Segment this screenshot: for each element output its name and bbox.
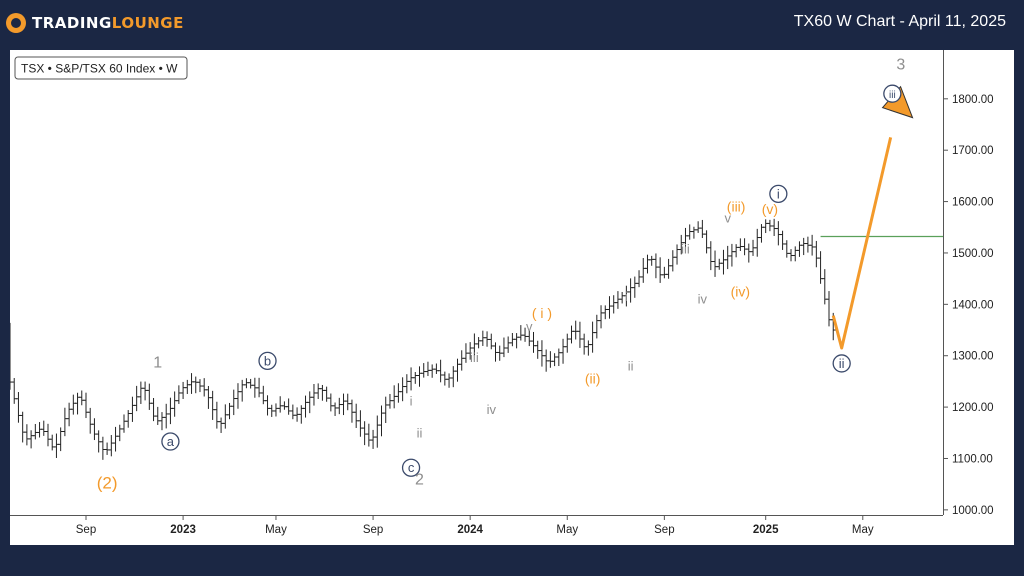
svg-text:(ii): (ii): [585, 371, 601, 387]
svg-text:ii: ii: [628, 359, 634, 374]
wave-label: (v): [762, 201, 778, 217]
logo-icon: [6, 13, 26, 33]
projection-path: [831, 137, 893, 350]
price-tick-label: 1000.00: [952, 505, 994, 517]
svg-text:iii: iii: [681, 241, 690, 256]
symbol-legend: TSX • S&P/TSX 60 Index • W: [14, 56, 188, 80]
time-tick-label: Sep: [76, 524, 96, 536]
price-tick-label: 1100.00: [952, 453, 993, 465]
price-bars: [7, 218, 836, 460]
wave-label: i: [769, 184, 788, 204]
price-tick-label: 1700.00: [952, 145, 994, 157]
wave-label: 3: [896, 56, 905, 73]
price-tick-label: 1300.00: [952, 351, 994, 363]
wave-label: ii: [417, 425, 423, 440]
time-tick-label: 2025: [753, 524, 779, 536]
wave-label: ( i ): [532, 305, 552, 321]
wave-label: i: [410, 393, 413, 408]
wave-label: iii: [681, 241, 690, 256]
wave-label: v: [526, 319, 533, 334]
wave-label: (iv): [731, 283, 750, 299]
price-axis[interactable]: 1000.00 1100.00 1200.00 1300.00 1400.00 1500.…: [943, 94, 994, 517]
svg-text:(iii): (iii): [727, 199, 746, 215]
wave-label: i: [625, 289, 628, 304]
svg-text:ii: ii: [417, 425, 423, 440]
price-tick-label: 1800.00: [952, 94, 994, 106]
plot-area[interactable]: [10, 50, 943, 515]
svg-text:c: c: [408, 460, 415, 475]
chart-panel[interactable]: (2) 1 a b c 2 i ii iii iv v( i ) (ii) i ii iii iv v (iii)…: [7, 50, 1014, 545]
bottom-bar: [0, 545, 1024, 576]
price-tick-label: 1200.00: [952, 402, 994, 414]
time-tick-label: 2023: [170, 524, 196, 536]
wave-label: v: [724, 211, 731, 226]
wave-label: iv: [487, 402, 497, 417]
svg-text:(iv): (iv): [731, 283, 750, 299]
wave-label: ii: [832, 354, 851, 373]
wave-label: a: [161, 432, 180, 451]
svg-text:v: v: [526, 319, 533, 334]
wave-label: 1: [153, 354, 162, 371]
symbol-label: TSX • S&P/TSX 60 Index • W: [21, 62, 178, 76]
wave-label: iii: [470, 350, 479, 365]
svg-text:v: v: [724, 211, 731, 226]
svg-text:iv: iv: [698, 292, 708, 307]
time-tick-label: May: [852, 524, 874, 536]
wave-label: ii: [628, 359, 634, 374]
svg-text:3: 3: [896, 56, 905, 73]
svg-text:(v): (v): [762, 201, 778, 217]
wave-label: (2): [97, 474, 118, 493]
svg-text:ii: ii: [839, 356, 845, 371]
price-tick-label: 1500.00: [952, 248, 994, 260]
wave-label: c: [401, 458, 421, 477]
svg-text:( i ): ( i ): [532, 305, 552, 321]
symbol-legend-box: [14, 56, 188, 80]
svg-text:1: 1: [153, 354, 162, 371]
svg-text:i: i: [777, 186, 780, 201]
time-tick-label: Sep: [654, 524, 674, 536]
logo-text-trading: TRADING: [32, 14, 112, 32]
logo-text-lounge: LOUNGE: [111, 14, 184, 32]
svg-text:(2): (2): [97, 474, 118, 493]
svg-text:iv: iv: [487, 402, 497, 417]
wave-label: 2: [415, 472, 424, 489]
header-bar: TRADINGLOUNGE TX60 W Chart - April 11, 2…: [0, 0, 1024, 48]
svg-text:iii: iii: [470, 350, 479, 365]
price-tick-label: 1400.00: [952, 299, 994, 311]
svg-text:a: a: [167, 434, 175, 449]
time-tick-label: 2024: [457, 524, 483, 536]
svg-text:b: b: [264, 353, 271, 368]
time-tick-label: May: [265, 524, 287, 536]
svg-text:i: i: [625, 289, 628, 304]
time-tick-label: May: [556, 524, 578, 536]
tradinglounge-logo: TRADINGLOUNGE: [6, 10, 184, 36]
chart-title: TX60 W Chart - April 11, 2025: [793, 13, 1006, 30]
wave-label: (iii): [727, 199, 746, 215]
wave-label: b: [258, 351, 277, 371]
time-axis[interactable]: Sep 2023 May Sep 2024 May Sep 2025 May: [76, 515, 874, 536]
wave-label: (ii): [585, 371, 601, 387]
svg-text:2: 2: [415, 472, 424, 489]
wave-label: iv: [698, 292, 708, 307]
svg-text:i: i: [410, 393, 413, 408]
svg-text:iii: iii: [889, 90, 896, 101]
price-tick-label: 1600.00: [952, 197, 994, 209]
time-tick-label: Sep: [363, 524, 383, 536]
wave-label: iii: [883, 84, 902, 103]
